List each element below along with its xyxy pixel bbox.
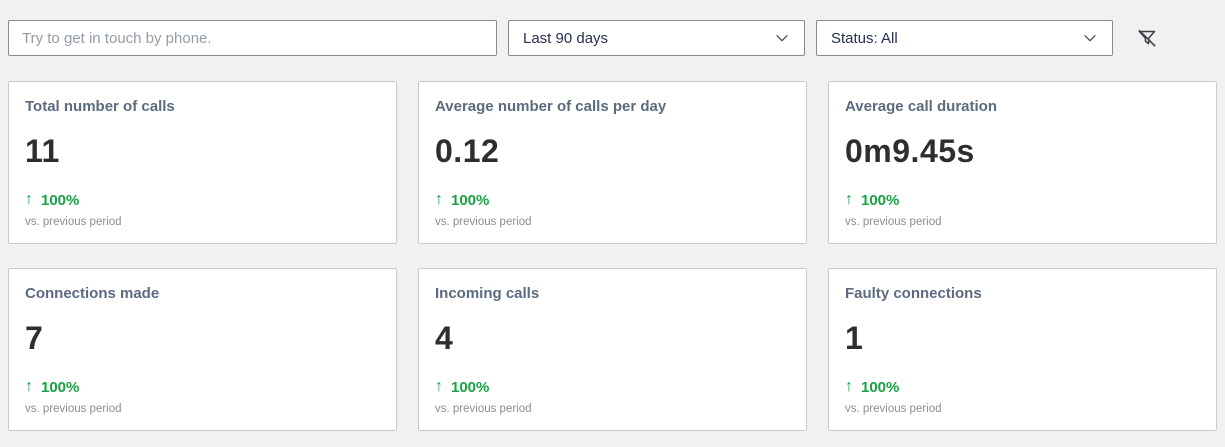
filter-off-icon	[1138, 29, 1156, 47]
comparison-label: vs. previous period	[845, 216, 942, 228]
comparison-label: vs. previous period	[845, 403, 942, 415]
date-range-dropdown[interactable]: Last 90 days	[508, 20, 805, 56]
card-avg-calls-per-day: Average number of calls per day 0.12 ↑ 1…	[418, 81, 807, 244]
card-title: Average call duration	[845, 98, 997, 115]
chevron-down-icon	[1084, 34, 1096, 42]
change-percent: 100%	[861, 378, 900, 396]
card-change: ↑ 100%	[435, 379, 790, 395]
card-value: 1	[845, 320, 864, 356]
card-title: Total number of calls	[25, 98, 175, 115]
change-percent: 100%	[451, 378, 490, 396]
card-change: ↑ 100%	[25, 379, 380, 395]
card-total-calls: Total number of calls 11 ↑ 100% vs. prev…	[8, 81, 397, 244]
up-arrow-icon: ↑	[845, 378, 853, 395]
card-connections-made: Connections made 7 ↑ 100% vs. previous p…	[8, 268, 397, 431]
card-change: ↑ 100%	[845, 192, 1200, 208]
chevron-down-icon	[776, 34, 788, 42]
card-value: 0.12	[435, 133, 500, 169]
up-arrow-icon: ↑	[845, 191, 853, 208]
card-value: 11	[25, 133, 60, 169]
card-faulty-connections: Faulty connections 1 ↑ 100% vs. previous…	[828, 268, 1217, 431]
comparison-label: vs. previous period	[25, 216, 122, 228]
change-percent: 100%	[861, 191, 900, 209]
up-arrow-icon: ↑	[435, 191, 443, 208]
card-change: ↑ 100%	[435, 192, 790, 208]
card-value: 4	[435, 320, 454, 356]
card-change: ↑ 100%	[25, 192, 380, 208]
card-value: 7	[25, 320, 44, 356]
clear-filters-button[interactable]	[1132, 23, 1162, 53]
card-change: ↑ 100%	[845, 379, 1200, 395]
stat-cards-grid: Total number of calls 11 ↑ 100% vs. prev…	[8, 81, 1217, 431]
card-value: 0m9.45s	[845, 133, 975, 169]
status-dropdown[interactable]: Status: All	[816, 20, 1113, 56]
change-percent: 100%	[41, 378, 80, 396]
change-percent: 100%	[451, 191, 490, 209]
card-title: Connections made	[25, 285, 160, 302]
card-incoming-calls: Incoming calls 4 ↑ 100% vs. previous per…	[418, 268, 807, 431]
filter-bar: Last 90 days Status: All	[8, 20, 1217, 56]
card-title: Faulty connections	[845, 285, 982, 302]
card-avg-call-duration: Average call duration 0m9.45s ↑ 100% vs.…	[828, 81, 1217, 244]
comparison-label: vs. previous period	[25, 403, 122, 415]
change-percent: 100%	[41, 191, 80, 209]
card-title: Incoming calls	[435, 285, 540, 302]
search-input[interactable]	[8, 20, 497, 56]
up-arrow-icon: ↑	[25, 378, 33, 395]
status-value: Status: All	[831, 29, 898, 47]
up-arrow-icon: ↑	[435, 378, 443, 395]
card-title: Average number of calls per day	[435, 98, 667, 115]
up-arrow-icon: ↑	[25, 191, 33, 208]
comparison-label: vs. previous period	[435, 403, 532, 415]
date-range-value: Last 90 days	[523, 29, 609, 47]
comparison-label: vs. previous period	[435, 216, 532, 228]
